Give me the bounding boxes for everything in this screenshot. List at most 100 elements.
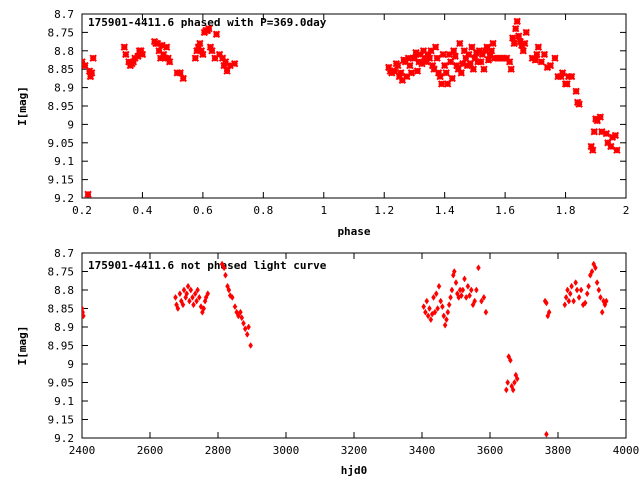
data-point — [471, 54, 479, 62]
data-point — [493, 54, 502, 62]
data-point — [483, 43, 491, 51]
data-point — [439, 50, 447, 59]
data-point — [462, 54, 470, 62]
y-tick-label: 8.75 — [48, 26, 75, 39]
chart-title: 175901-4411.6 not phased light curve — [88, 259, 327, 272]
x-tick-label: 2400 — [69, 444, 96, 457]
data-point — [451, 52, 459, 61]
data-point — [508, 356, 513, 364]
data-point — [554, 72, 562, 81]
y-tick-label: 8.8 — [54, 45, 74, 58]
data-point — [220, 61, 228, 70]
data-point — [161, 54, 169, 62]
data-point — [510, 386, 516, 394]
data-point — [533, 50, 541, 59]
data-point — [196, 293, 202, 301]
data-point — [403, 72, 411, 81]
data-point — [404, 54, 413, 62]
data-point — [496, 54, 505, 62]
data-point — [421, 54, 429, 62]
y-tick-label: 8.8 — [54, 284, 74, 297]
data-point — [230, 59, 239, 68]
y-tick-label: 9.05 — [48, 137, 75, 150]
data-point — [153, 39, 162, 48]
y-tick-label: 8.7 — [54, 247, 74, 260]
y-axis-title: I[mag] — [16, 86, 29, 126]
data-point — [401, 58, 410, 66]
data-point — [424, 297, 430, 305]
data-point — [567, 72, 576, 81]
data-point — [479, 297, 484, 305]
data-point — [442, 321, 448, 329]
y-tick-label: 8.9 — [54, 321, 74, 334]
x-tick-label: 3600 — [477, 444, 504, 457]
data-point — [191, 54, 200, 62]
data-point — [558, 69, 567, 77]
data-point — [468, 43, 476, 51]
data-point — [460, 47, 469, 55]
data-point — [195, 286, 200, 294]
data-point — [246, 323, 251, 331]
data-point — [456, 39, 464, 48]
y-tick-label: 9.05 — [48, 377, 75, 390]
data-point — [425, 312, 431, 320]
data-point — [206, 43, 215, 51]
data-point — [474, 286, 479, 294]
data-point — [459, 292, 464, 300]
data-point — [185, 282, 191, 290]
data-point — [474, 58, 482, 66]
y-tick-label: 9.1 — [54, 155, 74, 168]
data-point — [567, 290, 573, 298]
data-point — [546, 308, 552, 316]
y-tick-label: 9.15 — [48, 414, 75, 427]
data-point — [238, 308, 243, 316]
data-point — [607, 142, 615, 151]
data-point — [433, 54, 441, 62]
data-point — [175, 305, 181, 312]
plot-frame — [81, 252, 627, 439]
data-point — [211, 54, 219, 62]
data-point — [459, 59, 467, 68]
data-point — [519, 47, 527, 55]
data-point — [435, 305, 440, 312]
data-point — [190, 293, 195, 301]
data-point — [87, 69, 96, 77]
x-tick-label: 1.6 — [495, 204, 515, 217]
y-tick-label: 8.85 — [48, 303, 75, 316]
data-point — [431, 293, 436, 301]
phased-light-curve-panel: 0.2 0.4 0.6 0.8 1 1.2 1.4 1.6 1.8 2 8.7 8.75 8.8 8.85… — [16, 8, 629, 238]
data-point — [84, 190, 92, 198]
data-point — [463, 293, 469, 301]
data-point — [191, 301, 196, 309]
data-point — [134, 52, 142, 61]
data-point — [129, 58, 138, 66]
data-point — [596, 286, 602, 294]
data-point — [466, 59, 475, 68]
data-point — [462, 275, 467, 283]
x-tick-label: 1.4 — [435, 204, 455, 217]
data-point — [205, 25, 213, 33]
data-point — [457, 69, 465, 77]
plot-frame — [81, 13, 627, 199]
data-point — [531, 56, 540, 64]
x-tick-label: 2800 — [205, 444, 232, 457]
data-point — [421, 303, 427, 311]
data-point — [122, 50, 130, 59]
data-point — [205, 290, 211, 298]
x-tick-label: 4000 — [613, 444, 640, 457]
data-point — [604, 139, 612, 147]
data-point — [465, 282, 471, 290]
data-point — [557, 72, 565, 81]
data-point — [611, 131, 620, 140]
data-point — [89, 54, 97, 62]
data-point — [137, 47, 145, 55]
data-point — [563, 293, 569, 301]
data-point — [596, 113, 605, 121]
y-tick-label: 8.95 — [48, 100, 75, 113]
y-tick-label: 9 — [67, 118, 74, 131]
data-point — [444, 316, 449, 324]
data-point — [443, 80, 452, 88]
data-point — [487, 47, 496, 55]
data-point — [593, 117, 601, 125]
